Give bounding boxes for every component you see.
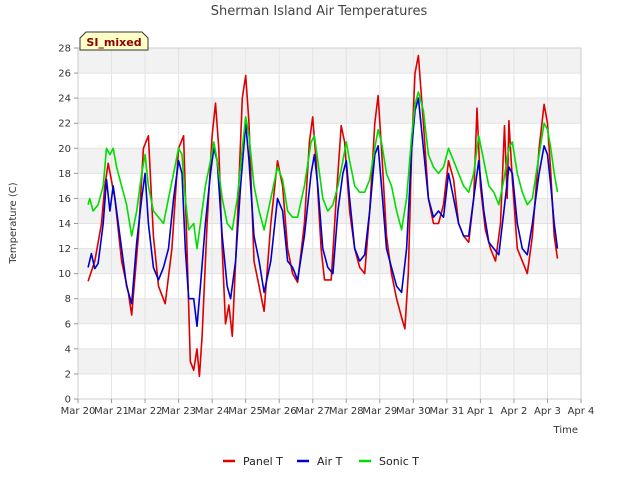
x-tick-label: Mar 23 bbox=[161, 406, 196, 417]
legend: Panel T Air T Sonic T bbox=[223, 455, 419, 468]
x-tick-label: Apr 1 bbox=[467, 406, 494, 417]
y-tick-label: 18 bbox=[58, 169, 71, 180]
badge-label: SI_mixed bbox=[86, 36, 141, 49]
x-tick-label: Mar 26 bbox=[262, 406, 297, 417]
x-tick-label: Apr 2 bbox=[501, 406, 528, 417]
grid-band bbox=[78, 98, 581, 124]
y-tick-label: 22 bbox=[58, 119, 71, 130]
x-axis-title: Time bbox=[553, 425, 578, 436]
x-tick-label: Mar 25 bbox=[228, 406, 263, 417]
y-tick-label: 14 bbox=[58, 219, 71, 230]
x-tick-label: Apr 3 bbox=[534, 406, 561, 417]
x-tick-label: Mar 21 bbox=[94, 406, 129, 417]
x-tick-label: Mar 20 bbox=[61, 406, 96, 417]
series-group bbox=[87, 54, 559, 378]
y-tick-label: 2 bbox=[65, 369, 71, 380]
y-tick-label: 8 bbox=[65, 294, 71, 305]
legend-label: Panel T bbox=[243, 455, 283, 468]
grid-band bbox=[78, 348, 581, 374]
series-line-1 bbox=[87, 97, 559, 328]
x-tick-label: Mar 30 bbox=[396, 406, 431, 417]
y-tick-label: 12 bbox=[58, 244, 71, 255]
y-tick-label: 10 bbox=[58, 269, 71, 280]
grid-band bbox=[78, 48, 581, 74]
grid-band bbox=[78, 298, 581, 324]
badge-box bbox=[79, 31, 149, 51]
y-tick-label: 4 bbox=[65, 344, 71, 355]
x-tick-label: Mar 27 bbox=[295, 406, 330, 417]
series-line-2 bbox=[87, 91, 559, 250]
x-tick-label: Mar 22 bbox=[128, 406, 163, 417]
chart-title: Sherman Island Air Temperatures bbox=[211, 4, 428, 19]
y-axis-title: Temperature (C) bbox=[8, 182, 19, 264]
y-tick-label: 26 bbox=[58, 69, 71, 80]
legend-label: Sonic T bbox=[379, 455, 419, 468]
series-line-0 bbox=[87, 54, 559, 378]
x-tick-label: Mar 31 bbox=[429, 406, 464, 417]
y-tick-label: 16 bbox=[58, 194, 71, 205]
x-tick-label: Mar 28 bbox=[329, 406, 364, 417]
y-tick-label: 0 bbox=[65, 395, 71, 406]
y-tick-label: 6 bbox=[65, 319, 71, 330]
badge: SI_mixed bbox=[79, 31, 149, 51]
y-tick-label: 20 bbox=[58, 144, 71, 155]
x-tick-label: Mar 29 bbox=[362, 406, 397, 417]
x-tick-label: Apr 4 bbox=[568, 406, 595, 417]
legend-label: Air T bbox=[317, 455, 343, 468]
grid-band bbox=[78, 148, 581, 174]
y-tick-label: 28 bbox=[58, 44, 71, 55]
x-tick-label: Mar 24 bbox=[195, 406, 230, 417]
y-tick-label: 24 bbox=[58, 94, 71, 105]
